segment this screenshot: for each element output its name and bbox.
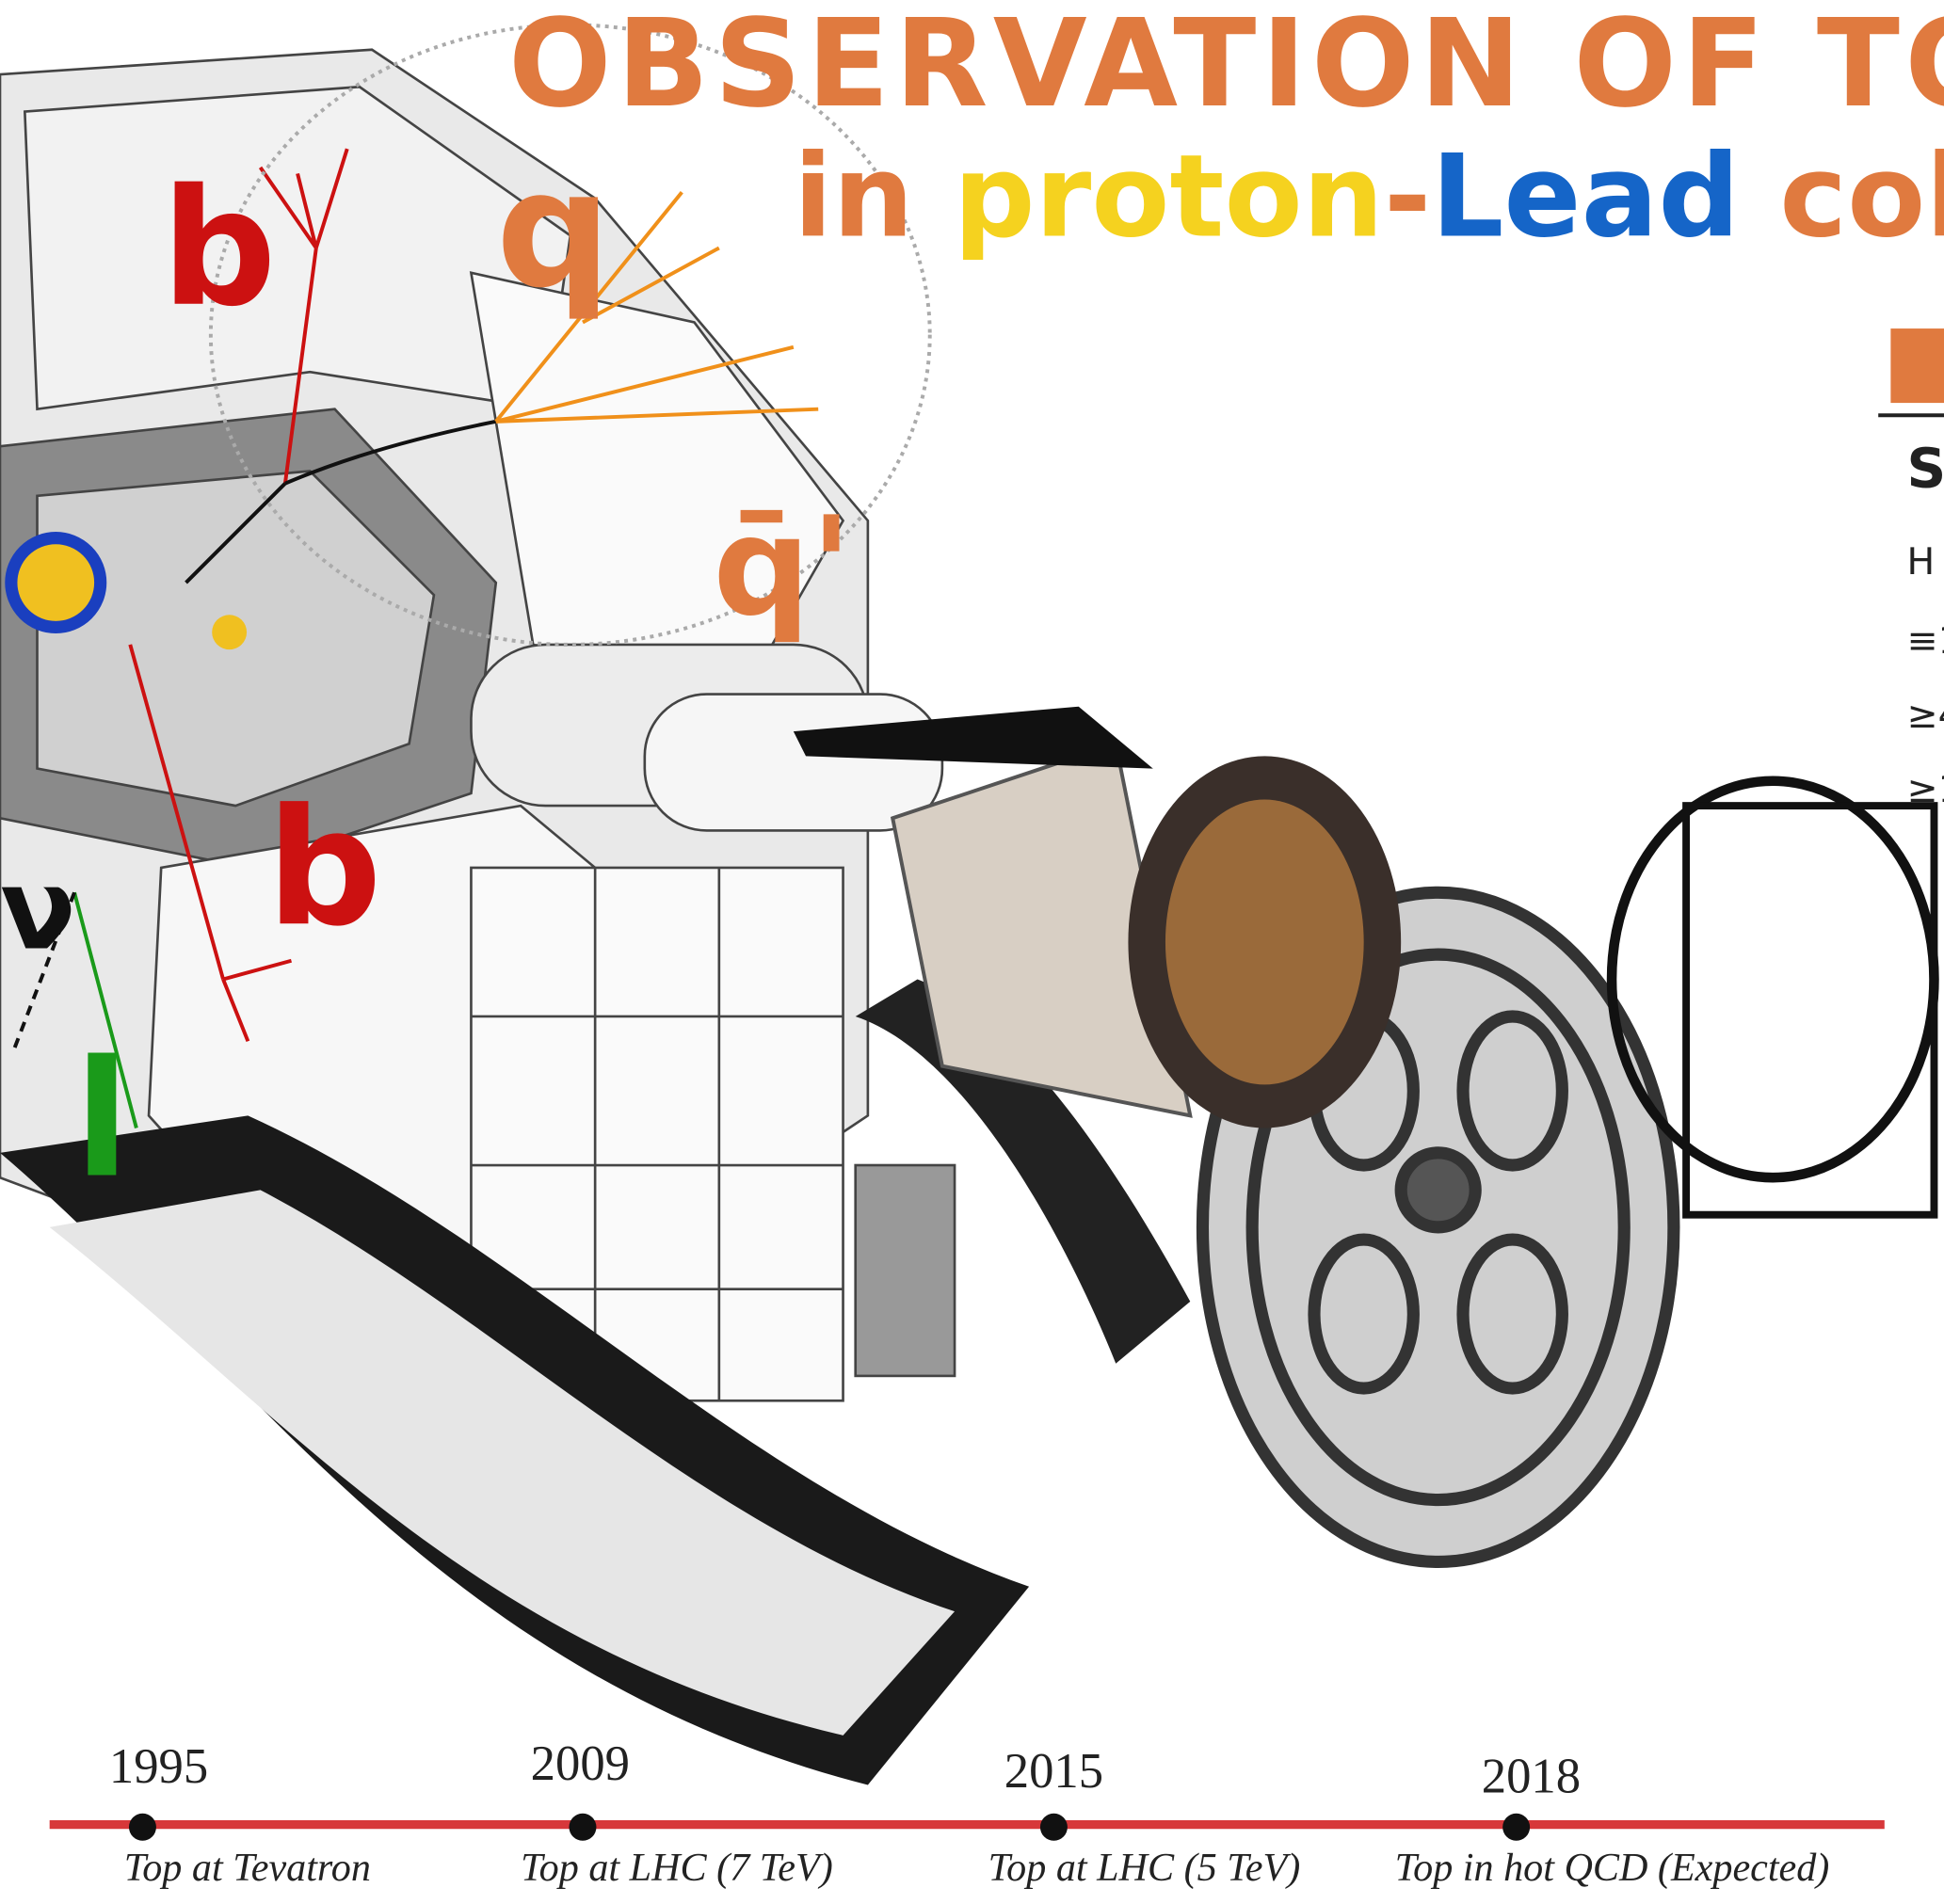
- nuclei: [5, 532, 248, 650]
- particle-label: b: [161, 155, 277, 343]
- subtitle-part: in: [794, 130, 954, 263]
- timeline-label: Top in hot QCD (Expected): [1395, 1846, 1830, 1890]
- side-panel: S: [1878, 328, 1944, 501]
- timeline-year: 1995: [109, 1739, 208, 1794]
- subtitle-part: Lead: [1431, 130, 1740, 263]
- camera-lens: [793, 706, 1402, 1128]
- film-strip: [0, 979, 1191, 1785]
- timeline-year: 2009: [531, 1736, 630, 1791]
- particle-label: b: [266, 775, 382, 962]
- subtitle-part: proton: [954, 130, 1384, 263]
- timeline-label: Top at LHC (5 TeV): [988, 1846, 1301, 1890]
- panel-item: ≥1: [1906, 768, 1944, 811]
- panel-item: ≡1: [1906, 619, 1944, 663]
- timeline-dot: [1039, 1813, 1068, 1841]
- panel-item: ≥4: [1906, 694, 1944, 737]
- timeline-label: Top at LHC (7 TeV): [521, 1846, 833, 1890]
- timeline-dot: [569, 1813, 597, 1841]
- timeline-year: 2015: [1004, 1744, 1103, 1799]
- subtitle-part: -: [1384, 130, 1431, 263]
- particle-label: l: [74, 1027, 130, 1214]
- particle-label: ν: [0, 845, 76, 975]
- timeline-label: Top at Tevatron: [124, 1846, 371, 1890]
- title: OBSERVATION OF TOP: [508, 0, 1944, 135]
- particle-label: q: [496, 136, 612, 324]
- timeline-dot: [128, 1813, 156, 1841]
- timeline-dot: [1502, 1813, 1531, 1841]
- particle-labels: b q q̄' b νl: [0, 136, 852, 1214]
- particle-label: q̄': [713, 488, 852, 647]
- panel-heading: S: [1906, 437, 1944, 501]
- subtitle-part: colli: [1740, 130, 1944, 263]
- panel-item: H: [1906, 540, 1935, 584]
- particle-tracks: [10, 23, 932, 1129]
- timeline: 1995 Top at Tevatron 2009 Top at LHC (7 TeV…: [109, 1736, 1829, 1890]
- panel-items: H ≡1 ≥4 ≥1: [1906, 540, 1944, 811]
- timeline-year: 2018: [1482, 1749, 1581, 1803]
- subtitle: in proton-Lead colli: [794, 130, 1944, 263]
